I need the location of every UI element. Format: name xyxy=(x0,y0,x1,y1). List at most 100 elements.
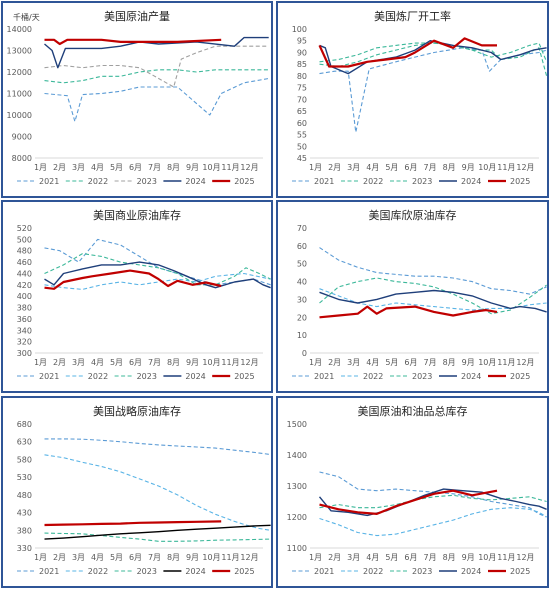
x-tick-label: 9月 xyxy=(462,553,475,562)
legend-label: 2021 xyxy=(39,177,59,186)
series-line-2023 xyxy=(44,45,269,88)
y-tick-label: 530 xyxy=(17,473,32,482)
y-tick-label: 680 xyxy=(17,420,32,429)
x-tick-label: 12月 xyxy=(240,358,258,367)
x-tick-label: 6月 xyxy=(404,553,417,562)
x-tick-label: 10月 xyxy=(478,358,496,367)
x-tick-label: 10月 xyxy=(478,553,496,562)
chart-title: 美国原油和油品总库存 xyxy=(358,404,468,418)
y-tick-label: 1300 xyxy=(287,482,307,491)
y-tick-label: 95 xyxy=(297,37,307,46)
y-tick-label: 30 xyxy=(297,295,307,304)
x-tick-label: 11月 xyxy=(497,553,515,562)
y-axis-unit: 千桶/天 xyxy=(13,12,40,22)
chart-panel-refinery-utilization: 美国炼厂开工率 100 95 90 85 80 75 70 65 60 55 50 45 1月 2月 3月 4月… xyxy=(276,1,549,198)
chart-panel-crude-production: 美国原油产量 千桶/天 14000 13000 12000 11000 10000 9000 8… xyxy=(1,1,273,198)
x-tick-label: 7月 xyxy=(423,163,436,172)
legend-label: 2025 xyxy=(510,177,530,186)
series-line-2024 xyxy=(319,40,547,75)
y-tick-label: 300 xyxy=(17,349,32,358)
x-tick-label: 1月 xyxy=(309,163,322,172)
y-tick-label: 13000 xyxy=(7,47,32,56)
x-tick-label: 9月 xyxy=(186,553,199,562)
legend-label: 2022 xyxy=(363,567,383,576)
y-tick-label: 60 xyxy=(297,119,307,128)
y-tick-label: 380 xyxy=(17,304,32,313)
x-tick-label: 2月 xyxy=(53,358,66,367)
chart-panel-total-stocks: 美国原油和油品总库存 1500 1400 1300 1200 1100 1月 2月 3月 4月 5月… xyxy=(276,396,549,588)
x-tick-label: 10月 xyxy=(478,163,496,172)
x-tick-label: 11月 xyxy=(221,163,239,172)
y-tick-label: 1400 xyxy=(287,451,307,460)
y-tick-label: 480 xyxy=(17,247,32,256)
chart-title: 美国原油产量 xyxy=(104,9,170,23)
chart-title: 美国战略原油库存 xyxy=(93,404,181,418)
x-tick-label: 3月 xyxy=(72,358,85,367)
legend-label: 2024 xyxy=(461,567,481,576)
x-tick-label: 8月 xyxy=(443,163,456,172)
y-tick-label: 85 xyxy=(297,60,307,69)
x-tick-label: 2月 xyxy=(53,553,66,562)
x-tick-label: 6月 xyxy=(129,553,142,562)
legend-label: 2021 xyxy=(314,177,334,186)
x-tick-label: 5月 xyxy=(385,163,398,172)
x-tick-label: 2月 xyxy=(328,553,341,562)
chart-svg: 美国商业原油库存 520 500 480 460 440 420 400 380 360 340 32… xyxy=(17,208,271,381)
y-tick-label: 65 xyxy=(297,107,307,116)
y-tick-label: 90 xyxy=(297,48,307,57)
legend-label: 2023 xyxy=(412,177,432,186)
legend-label: 2023 xyxy=(137,567,157,576)
legend-label: 2023 xyxy=(137,372,157,381)
series-line-2023 xyxy=(44,253,271,286)
y-tick-label: 440 xyxy=(17,269,32,278)
legend-label: 2024 xyxy=(461,177,481,186)
x-tick-label: 5月 xyxy=(110,358,123,367)
x-tick-label: 3月 xyxy=(347,553,360,562)
x-tick-label: 1月 xyxy=(34,358,47,367)
series-line-2024 xyxy=(318,488,547,517)
chart-title: 美国商业原油库存 xyxy=(93,208,181,222)
series-line-2023 xyxy=(319,494,547,509)
x-tick-label: 6月 xyxy=(404,358,417,367)
series-line-2021 xyxy=(319,247,547,295)
y-tick-label: 75 xyxy=(297,84,307,93)
y-tick-label: 580 xyxy=(17,455,32,464)
y-tick-label: 60 xyxy=(297,242,307,251)
legend-label: 2024 xyxy=(185,372,205,381)
x-tick-label: 10月 xyxy=(202,553,220,562)
y-tick-label: 320 xyxy=(17,338,32,347)
x-tick-label: 9月 xyxy=(462,163,475,172)
x-tick-label: 4月 xyxy=(91,553,104,562)
legend-label: 2025 xyxy=(510,567,530,576)
x-tick-label: 9月 xyxy=(186,163,199,172)
x-tick-label: 8月 xyxy=(167,163,180,172)
y-tick-label: 50 xyxy=(297,260,307,269)
y-tick-label: 330 xyxy=(17,544,32,553)
y-tick-label: 340 xyxy=(17,326,32,335)
x-tick-label: 1月 xyxy=(34,553,47,562)
x-tick-label: 12月 xyxy=(240,163,258,172)
y-tick-label: 520 xyxy=(17,224,32,233)
legend-label: 2022 xyxy=(363,372,383,381)
y-tick-label: 430 xyxy=(17,509,32,518)
series-line-2023 xyxy=(319,42,547,68)
x-tick-label: 10月 xyxy=(202,358,220,367)
y-tick-label: 1500 xyxy=(287,420,307,429)
series-line-2025 xyxy=(44,269,222,290)
x-tick-label: 4月 xyxy=(91,358,104,367)
x-tick-label: 5月 xyxy=(110,553,123,562)
chart-panel-cushing-stocks: 美国库欣原油库存 70 60 50 40 30 20 10 0 1月 2月 3月 4月 5月 6月 7月 8月 9… xyxy=(276,200,549,393)
x-tick-label: 7月 xyxy=(148,553,161,562)
legend-label: 2021 xyxy=(39,372,59,381)
y-tick-label: 380 xyxy=(17,526,32,535)
legend-label: 2025 xyxy=(234,372,254,381)
y-tick-label: 0 xyxy=(302,349,307,358)
x-tick-label: 4月 xyxy=(366,358,379,367)
chart-svg: 美国库欣原油库存 70 60 50 40 30 20 10 01月 2月 3月 4月 5月 6月 7月 8月 9… xyxy=(292,208,547,381)
chart-title: 美国库欣原油库存 xyxy=(369,208,457,222)
x-tick-label: 3月 xyxy=(72,553,85,562)
series-line-2022 xyxy=(44,272,271,290)
series-line-2025 xyxy=(319,305,498,319)
series-line-2025 xyxy=(44,520,222,527)
